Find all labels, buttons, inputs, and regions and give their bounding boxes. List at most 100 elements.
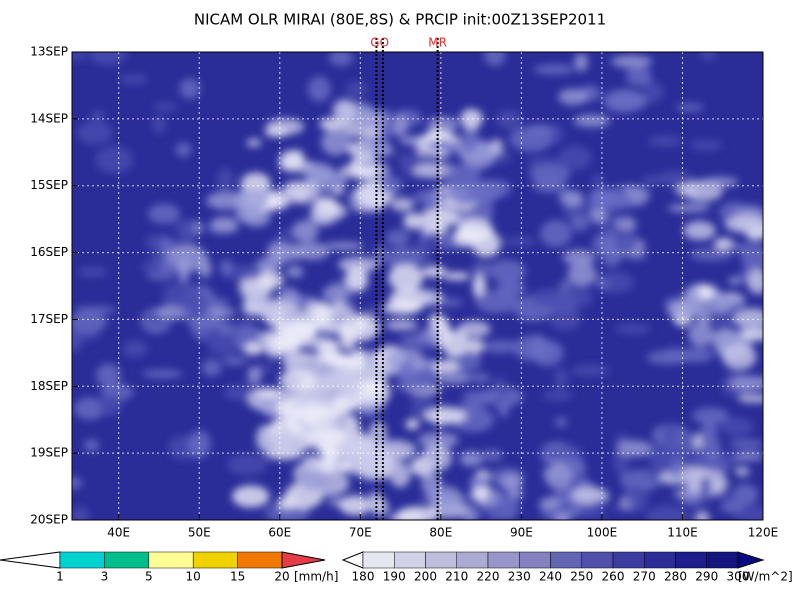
cloud-texture [559, 190, 584, 206]
cloud-texture [472, 263, 491, 275]
colorbar-label: 220 [477, 570, 500, 584]
colorbar-label: 230 [508, 570, 531, 584]
cloud-texture [179, 78, 201, 100]
cloud-texture [313, 460, 353, 473]
cloud-texture [472, 273, 486, 299]
y-tick-label: 13SEP [30, 45, 68, 59]
cloud-texture [428, 486, 464, 513]
cloud-texture [733, 308, 763, 330]
cloud-texture [95, 145, 134, 174]
cloud-texture [701, 420, 718, 439]
cloud-texture [728, 276, 743, 285]
cloud-texture [531, 288, 568, 308]
colorbar-box [394, 551, 426, 569]
cloud-texture [435, 372, 472, 384]
cloud-texture [734, 466, 750, 477]
chart-title: NICAM OLR MIRAI (80E,8S) & PRCIP init:00… [194, 11, 606, 29]
colorbar-label: 240 [539, 570, 562, 584]
colorbar-box [362, 551, 395, 569]
cloud-texture [428, 313, 445, 332]
cloud-texture [257, 276, 273, 285]
cloud-texture [119, 74, 148, 85]
cloud-texture [74, 306, 117, 315]
colorbar-label: 3 [101, 570, 109, 584]
cloud-texture [447, 181, 485, 206]
cloud-texture [597, 278, 610, 288]
cloud-texture [539, 444, 583, 462]
cloud-texture [676, 103, 704, 112]
cloud-texture [367, 491, 384, 512]
cloud-texture [683, 220, 716, 241]
cloud-texture [421, 444, 452, 472]
cloud-texture [385, 229, 410, 247]
cloud-texture [574, 52, 589, 72]
cloud-texture [72, 52, 88, 60]
cloud-texture [467, 338, 484, 354]
cloud-texture [691, 433, 705, 451]
cloud-texture [244, 341, 264, 356]
cloud-texture [570, 215, 590, 232]
cloud-texture [558, 145, 592, 171]
colorbar-label: 1 [56, 570, 64, 584]
cloud-texture [699, 475, 712, 504]
colorbar-label: 250 [570, 570, 593, 584]
cloud-texture [256, 387, 285, 398]
cloud-texture [481, 449, 504, 462]
cloud-texture [594, 271, 635, 294]
cloud-texture [413, 189, 449, 204]
cloud-texture [720, 417, 754, 437]
cloud-texture [302, 454, 323, 472]
cloud-texture [332, 99, 356, 123]
cloud-texture [338, 323, 357, 351]
cloud-texture [388, 264, 424, 292]
cloud-texture [539, 497, 560, 510]
cloud-texture [741, 329, 763, 341]
cloud-texture [210, 216, 238, 232]
cloud-texture [591, 174, 605, 188]
cloud-texture [174, 219, 198, 237]
cloud-texture [567, 261, 597, 287]
cloud-texture [487, 259, 526, 283]
colorbar-box [192, 551, 238, 569]
colorbar-label: 260 [602, 570, 625, 584]
cloud-texture [690, 140, 723, 151]
cloud-texture [529, 165, 571, 183]
cloud-texture [256, 257, 283, 271]
cloud-texture [625, 66, 653, 87]
cloud-texture [298, 466, 331, 492]
cloud-texture [484, 52, 506, 67]
cloud-texture [530, 334, 548, 361]
cloud-texture [286, 265, 304, 278]
cloud-texture [622, 486, 649, 508]
cloud-texture [474, 290, 519, 314]
cloud-texture [421, 265, 447, 278]
x-tick-label: 100E [587, 526, 618, 540]
colorbar-box [59, 551, 105, 569]
marker-label: MR [428, 36, 447, 50]
cloud-texture [311, 208, 334, 225]
cloud-texture [423, 408, 467, 424]
cloud-texture [646, 350, 690, 365]
cloud-texture [714, 237, 734, 250]
cloud-texture [722, 343, 757, 371]
cloud-texture [259, 302, 304, 325]
cloud-texture [729, 375, 763, 391]
cloud-texture [232, 485, 270, 508]
cloud-texture [495, 109, 523, 130]
y-tick-label: 18SEP [30, 379, 68, 393]
cloud-texture [339, 495, 371, 516]
cloud-texture [147, 203, 181, 224]
cloud-texture [415, 135, 430, 157]
colorbar-box [706, 551, 739, 569]
cloud-texture [206, 191, 245, 210]
cloud-texture [681, 459, 706, 469]
cloud-texture [321, 129, 352, 156]
cloud-texture [422, 223, 448, 235]
cloud-texture [673, 489, 703, 499]
cloud-texture [558, 280, 572, 291]
cloud-texture [729, 439, 763, 449]
colorbar-label: 300 [727, 570, 750, 584]
cloud-texture [307, 76, 331, 102]
cloud-texture [122, 340, 148, 358]
cloud-texture [222, 355, 248, 366]
